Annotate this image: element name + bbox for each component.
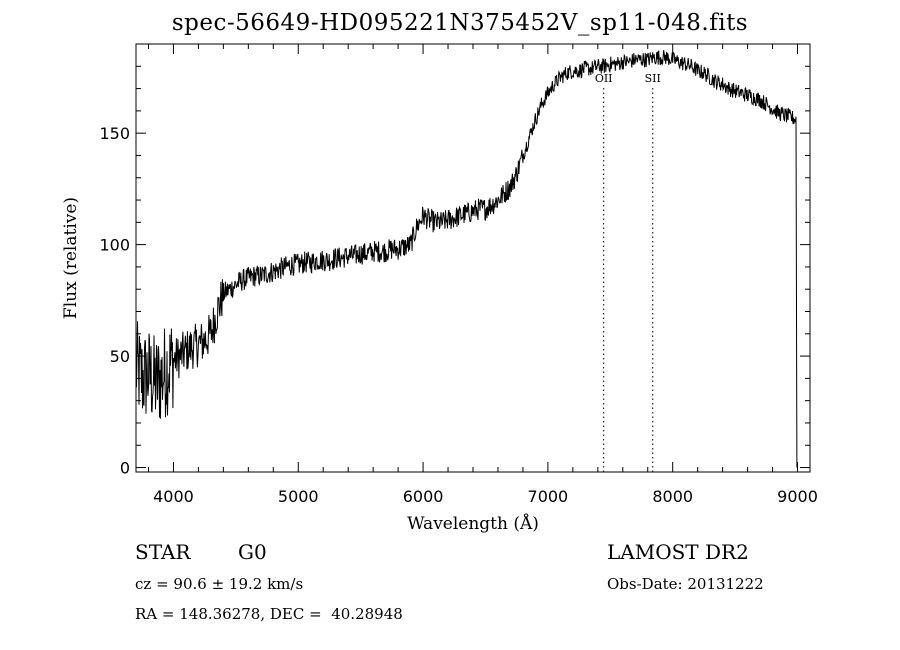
x-tick-label: 9000 bbox=[777, 487, 818, 506]
x-tick-label: 7000 bbox=[528, 487, 569, 506]
plot-frame bbox=[135, 43, 811, 473]
data-layer bbox=[135, 50, 798, 468]
x-tick-label: 8000 bbox=[652, 487, 693, 506]
redshift-label: cz = 90.6 ± 19.2 km/s bbox=[135, 575, 304, 593]
spectrum-line bbox=[135, 50, 798, 468]
line-marker-label: SII bbox=[645, 72, 661, 85]
y-tick-label: 150 bbox=[99, 124, 130, 143]
y-tick-label: 50 bbox=[110, 347, 130, 366]
y-tick-label: 0 bbox=[120, 459, 130, 478]
chart-title: spec-56649-HD095221N375452V_sp11-048.fit… bbox=[171, 10, 749, 36]
survey-label: LAMOST DR2 bbox=[607, 540, 749, 564]
x-axis-label: Wavelength (Å) bbox=[407, 513, 539, 534]
x-tick-label: 5000 bbox=[278, 487, 319, 506]
x-tick-label: 6000 bbox=[403, 487, 444, 506]
y-tick-label: 100 bbox=[99, 236, 130, 255]
object-subclass: G0 bbox=[238, 540, 267, 564]
obs-date-label: Obs-Date: 20131222 bbox=[607, 575, 764, 593]
x-tick-label: 4000 bbox=[153, 487, 194, 506]
annotation-layer: OII SII bbox=[595, 72, 661, 472]
object-class: STAR bbox=[135, 540, 191, 564]
y-axis-label: Flux (relative) bbox=[61, 197, 81, 319]
axes-layer: 4000 5000 6000 7000 8000 9000 0 50 100 150 Wavelen… bbox=[61, 43, 818, 534]
line-marker-label: OII bbox=[595, 72, 613, 85]
radec-label: RA = 148.36278, DEC = 40.28948 bbox=[135, 605, 403, 623]
